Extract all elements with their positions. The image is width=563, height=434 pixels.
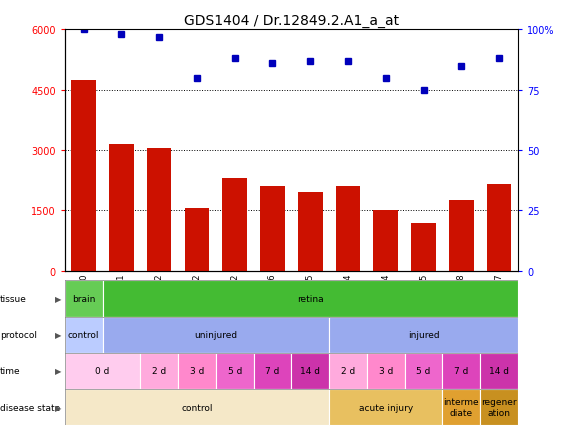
- Text: control: control: [181, 403, 213, 412]
- Text: ▶: ▶: [55, 294, 61, 303]
- Bar: [216, 353, 253, 389]
- Bar: [109, 145, 133, 271]
- Bar: [65, 389, 329, 425]
- Title: GDS1404 / Dr.12849.2.A1_a_at: GDS1404 / Dr.12849.2.A1_a_at: [184, 14, 399, 28]
- Bar: [373, 211, 398, 271]
- Text: tissue: tissue: [0, 294, 27, 303]
- Text: 7 d: 7 d: [265, 367, 280, 375]
- Bar: [102, 281, 518, 317]
- Bar: [260, 187, 285, 271]
- Bar: [178, 353, 216, 389]
- Bar: [65, 317, 102, 353]
- Bar: [329, 317, 518, 353]
- Text: 5 d: 5 d: [227, 367, 242, 375]
- Text: 5 d: 5 d: [417, 367, 431, 375]
- Bar: [292, 353, 329, 389]
- Text: brain: brain: [72, 294, 95, 303]
- Bar: [329, 389, 443, 425]
- Bar: [449, 201, 473, 271]
- Text: 0 d: 0 d: [95, 367, 110, 375]
- Text: ▶: ▶: [55, 367, 61, 375]
- Text: acute injury: acute injury: [359, 403, 413, 412]
- Bar: [222, 179, 247, 271]
- Text: 2 d: 2 d: [341, 367, 355, 375]
- Text: 7 d: 7 d: [454, 367, 468, 375]
- Bar: [480, 353, 518, 389]
- Bar: [443, 389, 480, 425]
- Bar: [487, 185, 511, 271]
- Text: 2 d: 2 d: [152, 367, 166, 375]
- Bar: [72, 81, 96, 271]
- Bar: [140, 353, 178, 389]
- Bar: [65, 281, 102, 317]
- Bar: [185, 209, 209, 271]
- Text: 14 d: 14 d: [300, 367, 320, 375]
- Text: time: time: [0, 367, 21, 375]
- Text: retina: retina: [297, 294, 324, 303]
- Bar: [102, 317, 329, 353]
- Text: interme
diate: interme diate: [444, 398, 479, 417]
- Bar: [253, 353, 292, 389]
- Bar: [367, 353, 405, 389]
- Bar: [147, 149, 172, 271]
- Bar: [65, 353, 140, 389]
- Text: control: control: [68, 331, 100, 339]
- Bar: [298, 193, 323, 271]
- Text: 3 d: 3 d: [378, 367, 393, 375]
- Bar: [329, 353, 367, 389]
- Text: protocol: protocol: [0, 331, 37, 339]
- Bar: [443, 353, 480, 389]
- Text: regener
ation: regener ation: [481, 398, 517, 417]
- Bar: [336, 187, 360, 271]
- Text: disease state: disease state: [0, 403, 60, 412]
- Text: ▶: ▶: [55, 331, 61, 339]
- Text: ▶: ▶: [55, 403, 61, 412]
- Text: uninjured: uninjured: [194, 331, 238, 339]
- Text: 3 d: 3 d: [190, 367, 204, 375]
- Text: injured: injured: [408, 331, 439, 339]
- Bar: [480, 389, 518, 425]
- Bar: [405, 353, 443, 389]
- Bar: [411, 223, 436, 271]
- Text: 14 d: 14 d: [489, 367, 509, 375]
